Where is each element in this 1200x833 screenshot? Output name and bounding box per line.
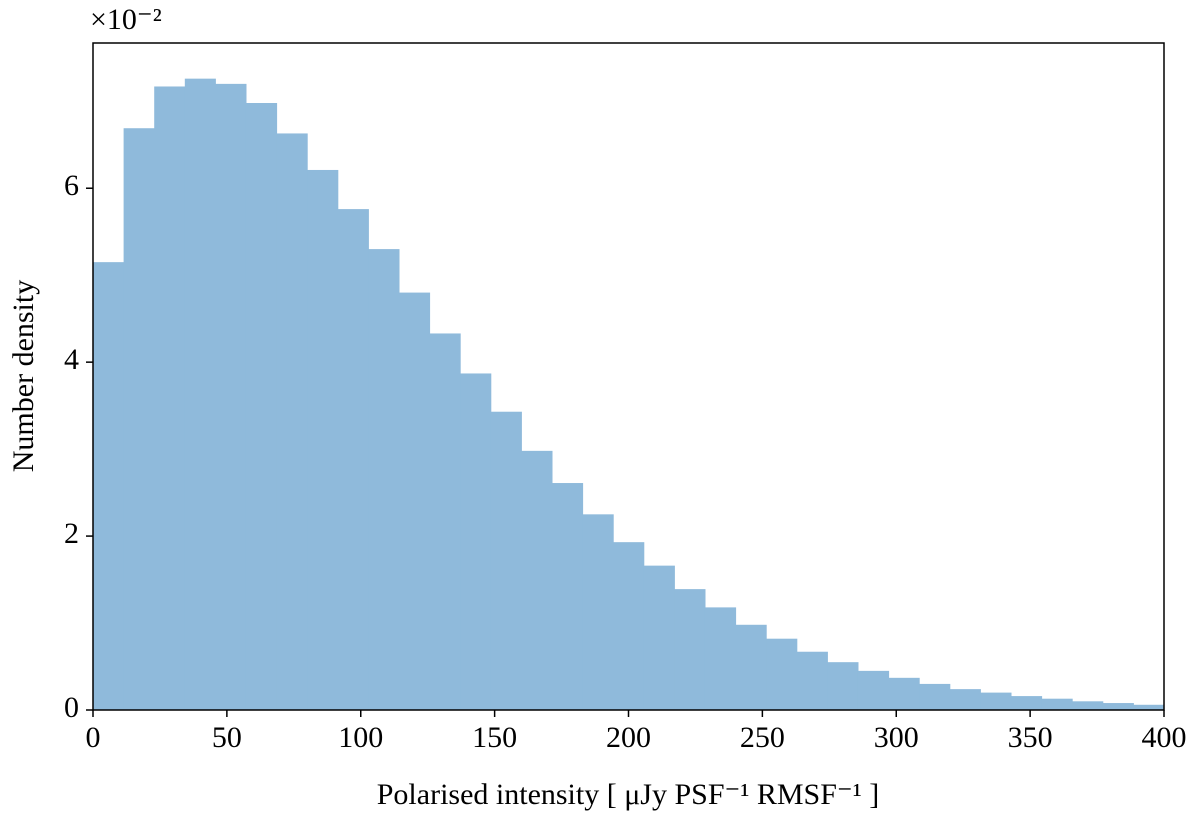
histogram-bar (154, 86, 186, 711)
histogram-bar (337, 209, 369, 710)
histogram-bar (766, 638, 798, 710)
offset-text: ×10⁻² (90, 3, 162, 36)
histogram-bar (888, 677, 920, 710)
histogram-bar (184, 78, 216, 711)
histogram-bar (857, 670, 890, 710)
histogram-bar (1102, 703, 1134, 710)
x-tick-label: 400 (1142, 721, 1187, 754)
x-tick-label: 0 (86, 721, 101, 754)
histogram-bar (1041, 698, 1073, 710)
histogram-bar (643, 565, 675, 710)
histogram-bar (827, 662, 859, 710)
histogram-bar (674, 589, 706, 710)
histogram-bar (919, 683, 951, 710)
histogram-bar (368, 249, 400, 710)
histogram-bar (735, 624, 767, 710)
histogram-bar (245, 103, 278, 711)
histogram-bar (215, 83, 247, 710)
histogram-bar (980, 692, 1012, 710)
y-tick-label: 6 (64, 169, 79, 202)
y-tick-label: 4 (64, 343, 79, 376)
histogram-bar (582, 514, 614, 710)
histogram-bar (490, 411, 522, 710)
histogram-bar (949, 689, 981, 710)
x-tick-label: 100 (338, 721, 383, 754)
histogram-bar (93, 262, 125, 710)
histogram-bar (552, 483, 584, 710)
histogram-bar (399, 292, 431, 710)
histogram-bar (1011, 696, 1043, 710)
histogram-bar (613, 542, 645, 710)
histogram-bar (123, 128, 155, 710)
histogram-bar (307, 169, 339, 711)
y-tick-label: 2 (64, 517, 79, 550)
x-tick-label: 150 (472, 721, 517, 754)
histogram-bar (704, 607, 737, 710)
histogram-bar (460, 373, 492, 710)
y-axis-label: Number density (7, 280, 40, 472)
x-tick-label: 50 (212, 721, 242, 754)
histogram-bar (521, 450, 553, 710)
histogram-bar (1133, 704, 1165, 710)
x-tick-label: 300 (874, 721, 919, 754)
x-axis-label: Polarised intensity [ μJy PSF⁻¹ RMSF⁻¹ ] (377, 778, 880, 811)
histogram-bar (796, 651, 828, 710)
x-tick-label: 200 (606, 721, 651, 754)
y-tick-label: 0 (64, 691, 79, 724)
histogram-bar (1072, 701, 1104, 710)
x-tick-label: 350 (1008, 721, 1053, 754)
histogram-bar (429, 333, 461, 710)
histogram-bar (276, 133, 308, 710)
x-tick-label: 250 (740, 721, 785, 754)
